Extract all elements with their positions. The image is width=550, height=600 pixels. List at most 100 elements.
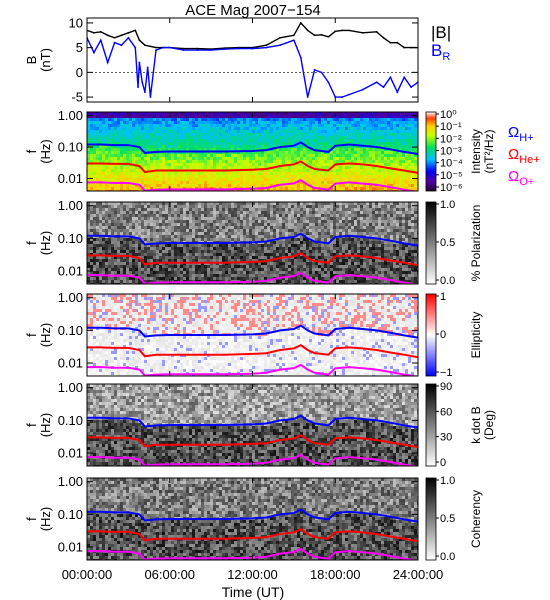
gyro-lines-kdotb (87, 414, 418, 466)
y-tick-label: 0.01 (58, 171, 83, 186)
data-point (410, 46, 413, 49)
data-point (348, 29, 350, 32)
data-point (375, 30, 378, 33)
data-point (144, 91, 146, 94)
data-point (361, 88, 364, 91)
gyro-line (87, 179, 418, 191)
data-point (92, 51, 95, 54)
colorbar-tick-label: 10⁻¹ (440, 121, 462, 133)
data-point (138, 39, 141, 42)
colorbar-tick-label: 10⁻⁶ (440, 182, 463, 194)
colorbar-label: Intensity (469, 129, 483, 174)
colorbar-tick-label: 10⁰ (440, 109, 457, 121)
colorbar-label: Coherency (469, 490, 483, 548)
data-point (182, 49, 185, 52)
data-point (265, 46, 268, 49)
colorbar-tick-label: 1.0 (440, 475, 455, 487)
data-point (341, 96, 344, 98)
colorbar-tick-label: 0.0 (440, 551, 455, 563)
colorbar-tick-label: 10⁻⁵ (440, 170, 463, 182)
data-point (389, 76, 392, 79)
gyro-lines-intensity (87, 141, 418, 191)
gyro-lines-polarization (87, 232, 418, 284)
data-point (306, 96, 309, 98)
colorbar-tick-label: 0.5 (440, 237, 455, 249)
data-point (138, 61, 141, 64)
y-tick-label: 0 (76, 65, 83, 80)
data-point (127, 31, 130, 34)
gyro-line (87, 414, 418, 429)
gyro-line (87, 344, 418, 359)
data-point (106, 34, 109, 37)
x-tick-label: 12:00:00 (227, 567, 278, 582)
gyro-line (87, 232, 418, 247)
data-point (279, 44, 281, 47)
x-tick-label: 06:00:00 (144, 567, 195, 582)
colorbar-intensity (425, 111, 437, 192)
data-point (106, 61, 109, 64)
colorbar-polarization (425, 201, 437, 285)
colorbar-ellipticity (425, 293, 437, 377)
y-axis-label: f (24, 149, 39, 153)
x-axis-label: Time (UT) (222, 584, 284, 600)
data-point (341, 29, 344, 32)
colorbar-tick-label: 0 (440, 457, 446, 469)
y-tick-label: 0.10 (58, 140, 83, 155)
gyro-line (87, 324, 418, 339)
data-point (320, 71, 323, 74)
y-axis-label: B (24, 56, 39, 65)
series-b-magnitude (87, 21, 418, 51)
data-point (237, 47, 240, 50)
colorbar-tick-label: 60 (440, 406, 452, 418)
spectrogram-ellipticity (87, 294, 418, 376)
data-point (396, 91, 399, 94)
data-point (279, 36, 281, 39)
data-point (382, 86, 385, 89)
colorbar-label: k dot B (469, 406, 483, 443)
x-tick-label: 00:00:00 (62, 567, 113, 582)
y-axis-label: (Hz) (38, 323, 53, 348)
data-point (299, 22, 302, 24)
y-axis-label: f (24, 423, 39, 427)
data-point (410, 86, 413, 89)
gyro-line (87, 160, 418, 174)
colorbar-label: % Polarization (469, 205, 483, 282)
y-tick-label: 0.10 (58, 507, 83, 522)
colorbar-tick-label: 10⁻³ (440, 146, 462, 158)
gyro-line (87, 508, 418, 523)
data-point (113, 36, 116, 39)
gyro-line (87, 252, 418, 267)
data-point (168, 46, 171, 49)
data-point (141, 81, 144, 84)
data-point (403, 46, 406, 49)
series-line (87, 21, 418, 50)
spectrogram-polarization (87, 202, 418, 284)
chart-title: ACE Mag 2007−154 (185, 2, 321, 19)
spectrogram-intensity (87, 112, 418, 191)
y-axis-label: (Hz) (38, 231, 53, 256)
data-point (299, 56, 302, 59)
colorbar-tick-label: 0.5 (440, 513, 455, 525)
colorbar-tick-label: 10⁻⁴ (440, 158, 463, 170)
data-point (265, 44, 268, 47)
data-point (155, 46, 157, 49)
data-point (196, 47, 199, 50)
y-tick-label: 1.00 (58, 290, 83, 305)
data-point (224, 48, 226, 51)
colorbar-coherency (425, 477, 437, 561)
data-point (389, 41, 392, 44)
data-point (382, 36, 385, 39)
data-point (396, 41, 399, 44)
data-point (251, 47, 254, 50)
y-tick-label: 0.01 (58, 540, 83, 555)
data-point (306, 29, 309, 32)
colorbar-tick-label: 10⁻² (440, 133, 462, 145)
y-tick-label: 0.01 (58, 356, 83, 371)
y-tick-label: 1.00 (58, 108, 83, 123)
data-point (113, 41, 116, 44)
legend-label: |B| (431, 23, 451, 42)
x-tick-label: 18:00:00 (310, 567, 361, 582)
data-point (313, 68, 316, 71)
